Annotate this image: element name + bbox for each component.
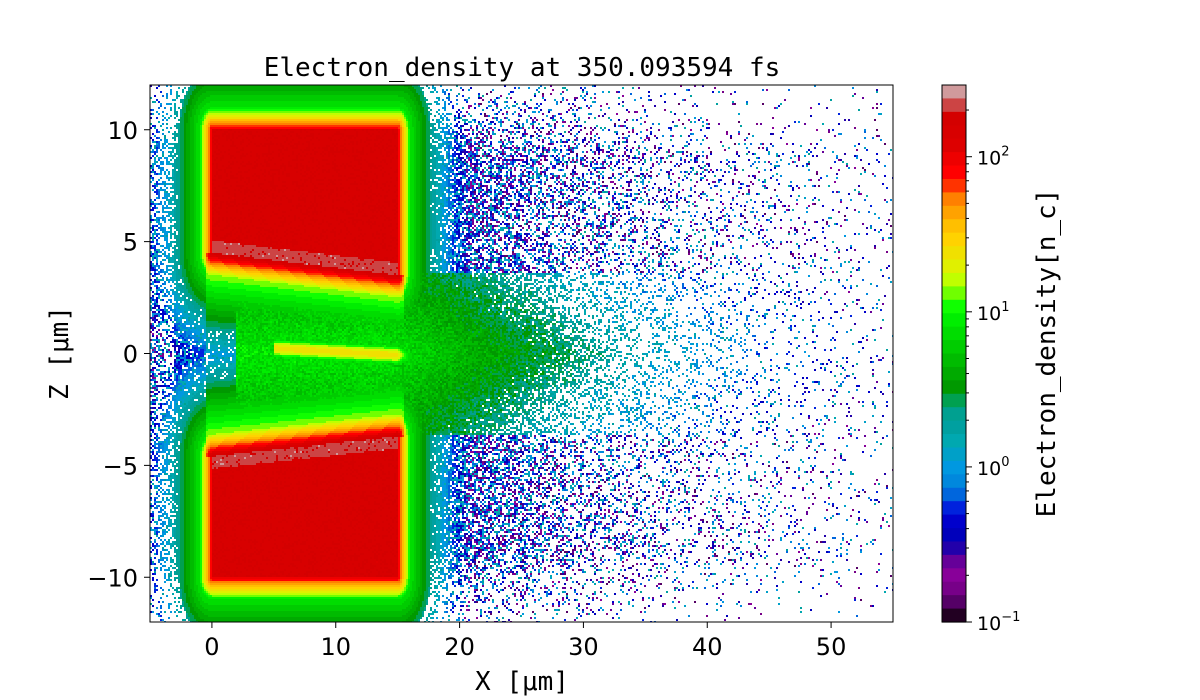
y-tick-label: 10 bbox=[107, 117, 138, 145]
colorbar-segment bbox=[942, 165, 966, 180]
chart-title: Electron_density at 350.093594 fs bbox=[264, 53, 781, 83]
colorbar-segment bbox=[942, 554, 966, 569]
x-axis: 0 10 20 30 40 50 bbox=[204, 622, 846, 661]
colorbar-segment bbox=[942, 460, 966, 475]
colorbar-label: Electron_density[n_c] bbox=[1032, 189, 1062, 518]
colorbar-segment bbox=[942, 205, 966, 220]
colorbar-segment bbox=[942, 393, 966, 408]
colorbar-tick-label: 100 bbox=[977, 455, 1009, 480]
colorbar-segment bbox=[942, 447, 966, 462]
y-axis-label: Z [μm] bbox=[45, 306, 75, 400]
colorbar-segment bbox=[942, 272, 966, 287]
x-tick-label: 40 bbox=[692, 633, 723, 661]
colorbar-segment bbox=[942, 326, 966, 341]
colorbar-segment bbox=[942, 125, 966, 140]
colorbar-segment bbox=[942, 595, 966, 610]
colorbar-segment bbox=[942, 138, 966, 153]
colorbar-ticks: 10−1 100 101 102 bbox=[966, 109, 1020, 635]
colorbar-segment bbox=[942, 568, 966, 583]
heatmap-image bbox=[150, 85, 893, 622]
colorbar-tick-label: 102 bbox=[977, 145, 1009, 170]
colorbar-segment bbox=[942, 259, 966, 274]
y-tick-label: −10 bbox=[87, 564, 138, 592]
colorbar-segment bbox=[942, 420, 966, 435]
colorbar-segment bbox=[942, 219, 966, 234]
y-tick-label: 0 bbox=[123, 341, 138, 369]
colorbar-segment bbox=[942, 246, 966, 261]
y-tick-label: 5 bbox=[123, 229, 138, 257]
colorbar-segment bbox=[942, 581, 966, 596]
colorbar-segment bbox=[942, 98, 966, 113]
y-tick-label: −5 bbox=[103, 452, 138, 480]
colorbar-segment bbox=[942, 380, 966, 395]
x-axis-label: X [μm] bbox=[475, 667, 569, 697]
colorbar bbox=[942, 85, 966, 623]
x-tick-label: 50 bbox=[816, 633, 847, 661]
colorbar-segment bbox=[942, 487, 966, 502]
colorbar-segment bbox=[942, 407, 966, 422]
x-tick-label: 0 bbox=[204, 633, 219, 661]
colorbar-segment bbox=[942, 85, 966, 100]
colorbar-segment bbox=[942, 286, 966, 301]
colorbar-segment bbox=[942, 232, 966, 247]
colorbar-segment bbox=[942, 474, 966, 489]
colorbar-segment bbox=[942, 313, 966, 328]
colorbar-segment bbox=[942, 434, 966, 449]
plot-frame bbox=[149, 84, 894, 623]
x-tick-label: 10 bbox=[320, 633, 351, 661]
y-axis: −10 −5 0 5 10 bbox=[87, 117, 150, 592]
colorbar-segment bbox=[942, 299, 966, 314]
x-tick-label: 20 bbox=[444, 633, 475, 661]
colorbar-segment bbox=[942, 178, 966, 193]
colorbar-segment bbox=[942, 192, 966, 207]
x-tick-label: 30 bbox=[568, 633, 599, 661]
colorbar-segment bbox=[942, 111, 966, 126]
colorbar-tick-label: 101 bbox=[977, 300, 1009, 325]
colorbar-segment bbox=[942, 340, 966, 355]
colorbar-segment bbox=[942, 608, 966, 623]
colorbar-frame bbox=[941, 84, 967, 623]
colorbar-segment bbox=[942, 528, 966, 543]
colorbar-segment bbox=[942, 501, 966, 516]
colorbar-segment bbox=[942, 514, 966, 529]
colorbar-tick-label: 10−1 bbox=[977, 610, 1020, 635]
colorbar-segment bbox=[942, 353, 966, 368]
colorbar-segment bbox=[942, 152, 966, 167]
colorbar-segment bbox=[942, 366, 966, 381]
colorbar-segment bbox=[942, 541, 966, 556]
